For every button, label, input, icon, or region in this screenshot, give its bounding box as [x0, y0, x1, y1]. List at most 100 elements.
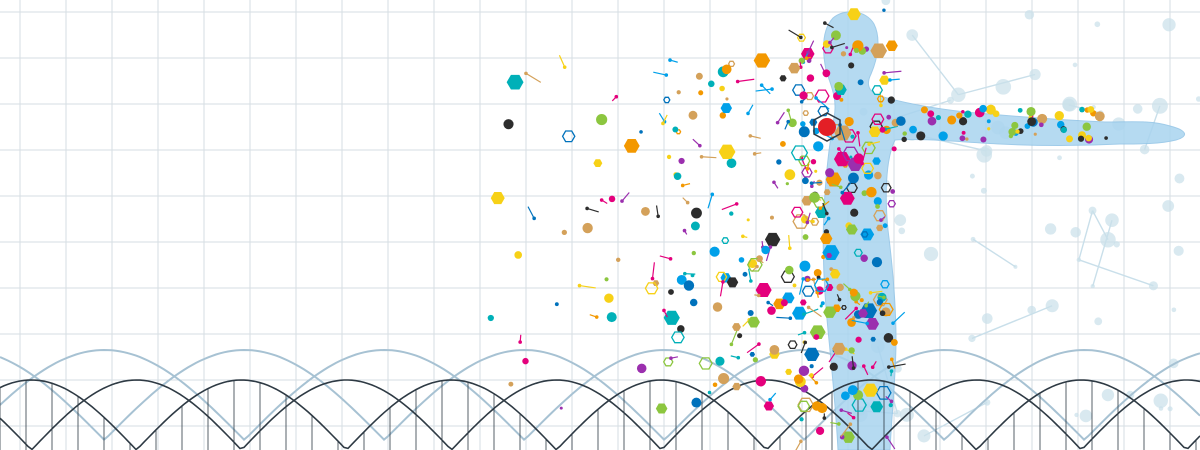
molecule-atom	[691, 250, 696, 256]
helix-strand	[0, 348, 1200, 441]
network-node	[1113, 241, 1120, 248]
molecule-atom	[822, 416, 827, 420]
molecule-atom	[802, 234, 809, 240]
molecule-bond	[761, 84, 771, 95]
network-node	[968, 334, 976, 343]
molecule-atom	[518, 340, 522, 344]
molecule-atom	[902, 131, 907, 136]
network-node	[1162, 18, 1176, 32]
molecule-atom	[746, 218, 750, 222]
molecule-bond	[803, 308, 819, 315]
molecule-bond	[707, 194, 713, 209]
molecule-atom	[803, 340, 808, 345]
molecule-bond	[737, 78, 755, 83]
molecule-atom	[806, 50, 810, 55]
network-node	[1045, 299, 1059, 313]
molecule-atom	[737, 333, 743, 339]
molecule-atom	[841, 391, 850, 401]
molecule-bond	[659, 255, 671, 260]
molecule-atom	[814, 380, 819, 385]
molecule-atom	[712, 302, 723, 312]
molecule-bond	[558, 55, 566, 68]
molecule-atom	[802, 312, 806, 317]
molecule-ring	[823, 306, 837, 318]
molecule-ring	[885, 40, 898, 51]
molecule-atom	[938, 131, 948, 141]
molecule-atom	[961, 130, 966, 135]
molecule-atom	[809, 373, 814, 378]
molecule-atom	[1087, 106, 1095, 113]
molecule-atom	[883, 333, 894, 343]
molecule-atom	[608, 195, 616, 203]
molecule-atom	[992, 110, 1000, 118]
molecule-ring	[813, 278, 830, 292]
molecule-atom	[677, 325, 685, 333]
molecule-atom	[729, 211, 734, 216]
molecule-atom	[695, 72, 703, 80]
molecule-bond	[776, 316, 791, 319]
molecule-bond	[811, 367, 824, 377]
human-body-silhouette	[822, 11, 1185, 450]
molecule-atom	[780, 299, 788, 307]
molecule-bond	[655, 205, 659, 217]
molecule-atom	[813, 268, 822, 277]
molecule-atom	[854, 306, 859, 311]
molecule-atom	[1082, 122, 1091, 131]
molecule-atom	[888, 78, 892, 82]
molecule-bond	[870, 290, 883, 294]
molecule-atom	[848, 172, 859, 184]
network-node	[1079, 409, 1093, 423]
molecule-atom	[1026, 106, 1036, 117]
network-node	[1174, 173, 1185, 184]
network-node	[1148, 281, 1159, 291]
molecule-atom	[772, 180, 776, 185]
molecule-ring	[804, 347, 820, 362]
molecule-atom	[1008, 133, 1014, 139]
molecule-atom	[844, 116, 854, 127]
molecule-ring	[851, 398, 867, 412]
molecule-ring	[880, 182, 892, 193]
heart-hexagon-outline	[813, 112, 841, 142]
molecule-atom	[865, 321, 869, 326]
molecule-atom	[752, 357, 758, 363]
molecule-bond	[586, 207, 599, 213]
molecule-bond	[851, 319, 868, 324]
molecule-ring	[593, 159, 603, 168]
molecule-atom	[698, 90, 704, 96]
molecule-atom	[879, 126, 886, 133]
molecule-atom	[599, 198, 604, 202]
molecule-bond	[888, 363, 906, 368]
molecule-ring	[801, 285, 815, 297]
molecule-ring	[788, 62, 801, 74]
molecule-atom	[823, 229, 830, 235]
molecule-atom	[882, 71, 886, 75]
molecule-atom	[864, 303, 868, 308]
molecule-ring	[790, 206, 804, 218]
network-node	[1173, 245, 1184, 256]
molecule-bond	[798, 278, 804, 295]
network-node	[1013, 264, 1018, 269]
molecule-ring	[732, 382, 741, 391]
molecule-atom	[683, 280, 695, 291]
molecule-atom	[956, 112, 963, 119]
molecule-atom	[814, 96, 818, 100]
molecule-atom	[802, 330, 807, 335]
molecule-atom	[848, 422, 853, 427]
molecule-ring	[787, 340, 798, 350]
molecule-atom	[818, 206, 823, 210]
molecule-atom	[784, 169, 796, 181]
molecule-bond	[886, 436, 896, 450]
molecule-bond	[868, 141, 880, 145]
molecule-atom	[889, 369, 894, 373]
network-node	[1151, 97, 1168, 114]
network-node	[980, 187, 987, 194]
molecule-atom	[582, 222, 593, 234]
molecule-atom	[799, 99, 804, 104]
molecule-atom	[850, 208, 859, 217]
network-node	[995, 79, 1012, 95]
molecule-atom	[834, 81, 844, 91]
molecule-atom	[876, 298, 884, 306]
molecule-atom	[798, 365, 810, 377]
molecule-atom	[806, 58, 812, 64]
molecule-atom	[757, 342, 761, 346]
